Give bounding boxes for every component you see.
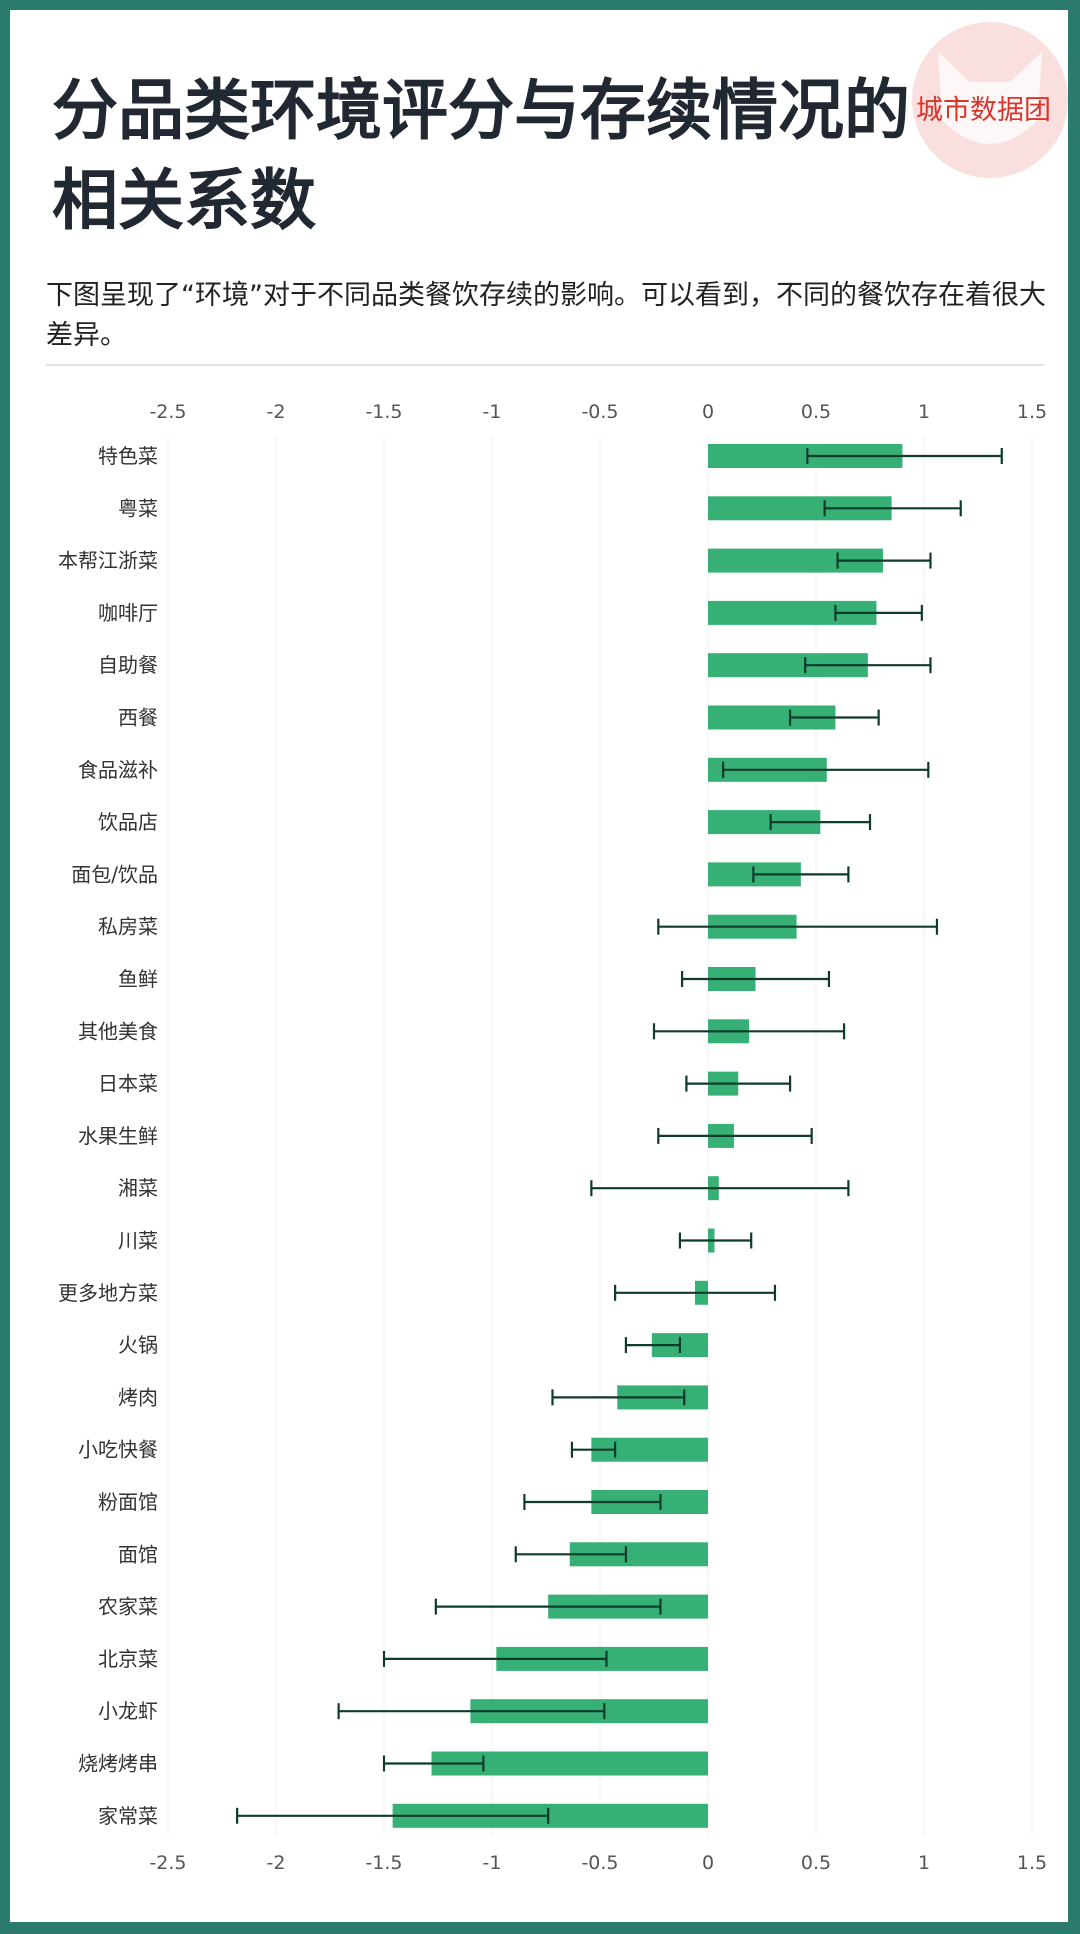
x-tick-label-bottom: 1.5 — [1017, 1852, 1047, 1874]
category-label: 川菜 — [118, 1229, 158, 1253]
page-title: 分品类环境评分与存续情况的相关系数 — [52, 72, 910, 239]
category-label: 私房菜 — [98, 915, 158, 939]
x-tick-label-top: -1.5 — [365, 401, 402, 423]
x-tick-label-top: -1 — [483, 401, 502, 423]
category-label: 面包/饮品 — [71, 862, 158, 886]
category-label: 湘菜 — [118, 1176, 158, 1200]
infographic-card: 城市数据团 分品类环境评分与存续情况的相关系数 下图呈现了“环境”对于不同品类餐… — [10, 10, 1068, 1922]
x-tick-label-top: 1.5 — [1017, 401, 1047, 423]
category-label: 农家菜 — [98, 1595, 158, 1619]
divider — [46, 364, 1044, 366]
category-label: 日本菜 — [98, 1072, 158, 1096]
category-label: 饮品店 — [98, 810, 158, 834]
x-tick-label-bottom: -1 — [483, 1852, 502, 1874]
page-subtitle: 下图呈现了“环境”对于不同品类餐饮存续的影响。可以看到，不同的餐饮存在着很大差异… — [46, 280, 1046, 351]
x-tick-label-top: 1 — [918, 401, 930, 423]
category-label: 咖啡厅 — [98, 601, 158, 625]
x-tick-label-bottom: 1 — [918, 1852, 930, 1874]
x-tick-label-top: 0.5 — [801, 401, 831, 423]
x-tick-label-top: -2 — [267, 401, 286, 423]
brand-label: 城市数据团 — [916, 95, 1051, 126]
cat-logo-icon — [912, 22, 1068, 178]
bar-chart: -2.5 -2.5 -2 -2 -1.5 -1.5 -1 -1 -0.5 -0.5 0 0 0.5 0.5… — [58, 401, 1047, 1874]
category-label: 自助餐 — [98, 653, 158, 677]
category-label: 烧烤烤串 — [78, 1752, 158, 1776]
category-label: 更多地方菜 — [58, 1281, 158, 1305]
category-label: 食品滋补 — [78, 758, 158, 782]
category-label: 小吃快餐 — [78, 1438, 158, 1462]
category-label: 粤菜 — [118, 496, 158, 520]
category-label: 鱼鲜 — [118, 967, 158, 991]
category-label: 家常菜 — [98, 1804, 158, 1828]
category-label: 火锅 — [118, 1333, 158, 1357]
category-label: 小龙虾 — [98, 1699, 158, 1723]
category-label: 特色菜 — [98, 444, 158, 468]
x-tick-label-top: -2.5 — [149, 401, 186, 423]
category-label: 水果生鲜 — [78, 1124, 158, 1148]
x-tick-label-top: 0 — [702, 401, 714, 423]
category-label: 北京菜 — [98, 1647, 158, 1671]
category-label: 烤肉 — [118, 1385, 158, 1409]
category-label: 本帮江浙菜 — [58, 549, 158, 573]
x-tick-label-bottom: -0.5 — [581, 1852, 618, 1874]
x-tick-label-top: -0.5 — [581, 401, 618, 423]
category-label: 粉面馆 — [98, 1490, 158, 1514]
x-tick-label-bottom: -1.5 — [365, 1852, 402, 1874]
x-tick-label-bottom: 0.5 — [801, 1852, 831, 1874]
category-label: 西餐 — [118, 706, 158, 730]
x-tick-label-bottom: 0 — [702, 1852, 714, 1874]
x-tick-label-bottom: -2.5 — [149, 1852, 186, 1874]
category-label: 面馆 — [118, 1542, 158, 1566]
category-label: 其他美食 — [78, 1019, 158, 1043]
x-tick-label-bottom: -2 — [267, 1852, 286, 1874]
